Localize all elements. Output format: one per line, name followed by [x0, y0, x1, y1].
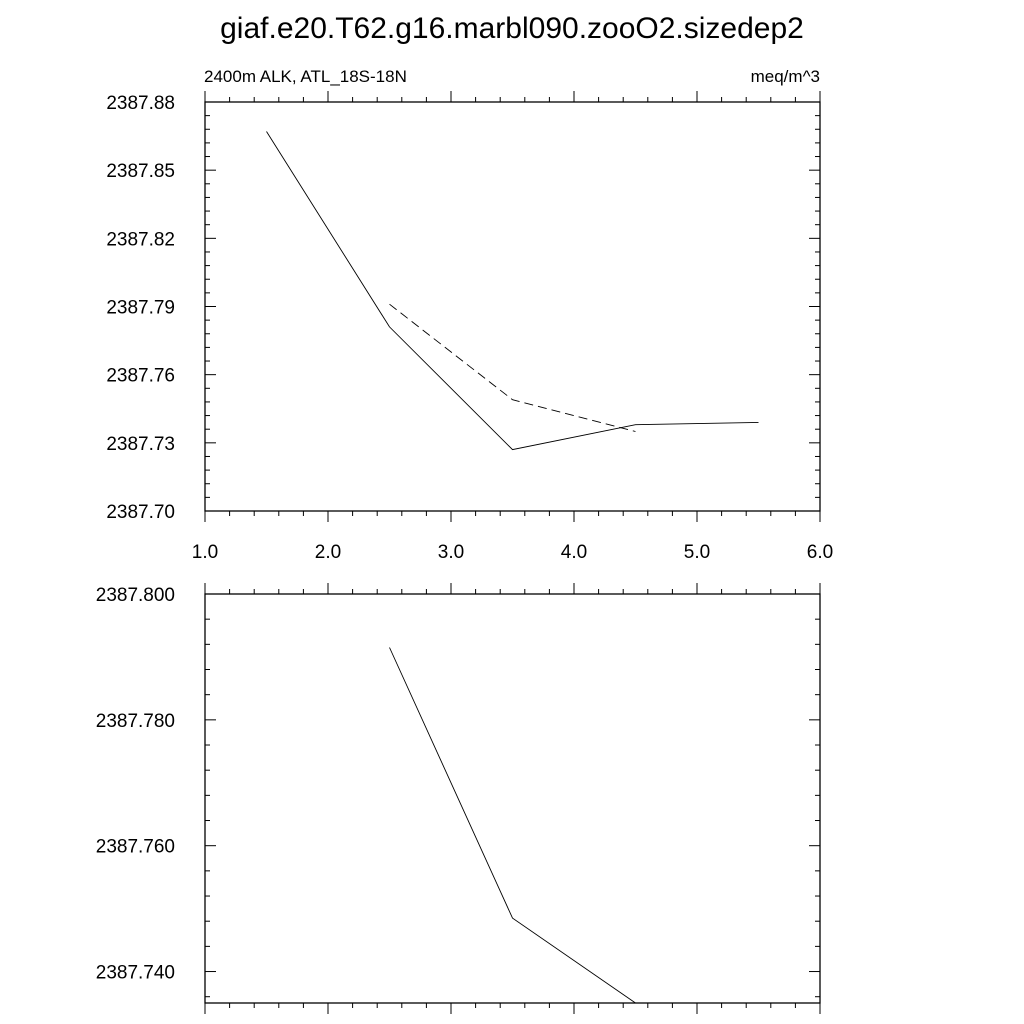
panel1-y-tick-label: 2387.79 [106, 298, 175, 319]
panel2-frame [204, 593, 821, 1004]
panel1-y-tick-label: 2387.82 [106, 229, 175, 250]
panel1-series-dashed-line [389, 303, 636, 432]
panel1-x-tick-label: 5.0 [684, 542, 710, 563]
panel-top: 1.0 2.0 3.0 4.0 5.0 6.0 2387.70 2387.73 2387.76 2… [106, 91, 833, 563]
panel1-x-tick-label: 4.0 [561, 542, 587, 563]
panel1-x-tick-label: 3.0 [438, 542, 464, 563]
panel2-series-solid-line [389, 647, 636, 1004]
panel1-left-label: 2400m ALK, ATL_18S-18N [204, 67, 407, 86]
panel1-right-label: meq/m^3 [751, 67, 820, 86]
panel2-y-tick-label: 2387.760 [96, 837, 175, 858]
panel1-y-tick-label: 2387.73 [106, 434, 175, 455]
panel1-x-tick-label: 2.0 [315, 542, 341, 563]
panel1-y-tick-label: 2387.85 [106, 161, 175, 182]
panel1-y-tick-label: 2387.70 [106, 502, 175, 523]
panel1-y-tick-label: 2387.88 [106, 93, 175, 114]
panel1-series-solid-line [266, 131, 759, 451]
chart-title: giaf.e20.T62.g16.marbl090.zooO2.sizedep2 [220, 12, 804, 45]
panel-bottom: 2387.740 2387.760 2387.780 2387.800 [96, 583, 821, 1014]
panel1-x-tick-label: 1.0 [192, 542, 218, 563]
panel1-x-tick-label: 6.0 [807, 542, 833, 563]
panel2-y-tick-label: 2387.740 [96, 963, 175, 984]
panel2-y-tick-label: 2387.800 [96, 585, 175, 606]
panel1-y-tick-label: 2387.76 [106, 366, 175, 387]
panel2-y-tick-label: 2387.780 [96, 711, 175, 732]
